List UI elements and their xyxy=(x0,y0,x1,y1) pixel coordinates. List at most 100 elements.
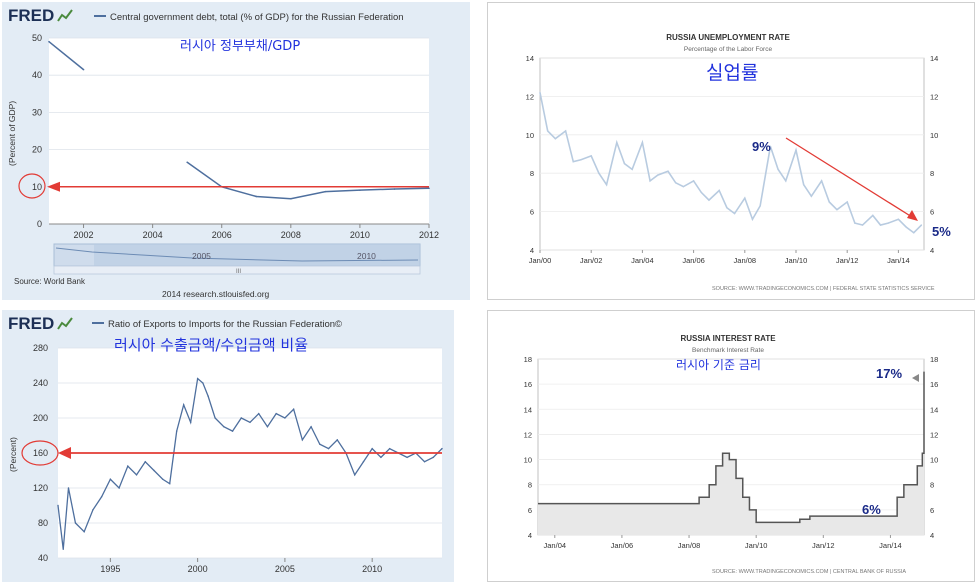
data-point xyxy=(913,232,915,234)
x-tick-label: 2004 xyxy=(143,230,163,240)
x-tick-label: 2005 xyxy=(275,564,295,574)
x-tick-label: 2010 xyxy=(350,230,370,240)
y-tick-label-right: 6 xyxy=(930,506,934,515)
data-point xyxy=(846,201,848,203)
y-tick-label-left: 4 xyxy=(528,531,532,540)
x-tick-label: Jan/12 xyxy=(836,256,859,265)
debt-series xyxy=(48,40,430,200)
interest-chart: RUSSIA INTEREST RATE Benchmark Interest … xyxy=(524,334,939,575)
fred-logo-icon xyxy=(57,9,73,22)
y-tick-label-right: 14 xyxy=(930,405,938,414)
data-point xyxy=(423,461,426,463)
data-point xyxy=(67,487,70,489)
x-tick-label: 2000 xyxy=(188,564,208,574)
y-tick-label: 80 xyxy=(38,518,48,528)
unemployment-series xyxy=(539,91,923,234)
data-point xyxy=(605,184,608,186)
data-point xyxy=(266,426,269,428)
navigator-tick-2005: 2005 xyxy=(192,251,211,261)
data-point xyxy=(674,182,677,184)
fred-logo[interactable]: FRED xyxy=(8,6,54,25)
debt-panel: FRED Central government debt, total (% o… xyxy=(2,2,470,300)
data-point xyxy=(48,40,50,43)
data-point xyxy=(828,201,830,203)
data-point xyxy=(83,531,85,533)
data-point xyxy=(336,439,338,441)
data-point xyxy=(186,161,188,164)
data-point xyxy=(290,197,292,200)
data-point xyxy=(554,137,557,140)
data-point xyxy=(616,141,618,144)
plot-area xyxy=(539,57,925,251)
data-point xyxy=(175,430,178,432)
arrow-head xyxy=(58,447,71,459)
navigator-scrollbar[interactable] xyxy=(53,265,421,275)
data-point xyxy=(57,504,59,507)
y-tick-label-left: 4 xyxy=(530,246,534,255)
fred-logo[interactable]: FRED xyxy=(8,314,54,333)
source-label: SOURCE: WWW.TRADINGECONOMICS.COM | CENTR… xyxy=(712,569,906,575)
exports-series xyxy=(57,377,443,550)
x-tick-label: Jan/00 xyxy=(529,256,552,265)
x-tick-label: 1995 xyxy=(100,564,120,574)
y-tick-label-left: 12 xyxy=(524,430,532,439)
x-tick-label: 2002 xyxy=(74,230,94,240)
y-axis-ticks: 14 14 12 12 10 10 8 8 6 6 4 4 xyxy=(526,54,939,255)
data-point xyxy=(207,395,209,397)
data-point xyxy=(785,180,787,182)
trend-arrow-head xyxy=(907,210,918,221)
data-point xyxy=(196,377,199,380)
y-tick-label-left: 18 xyxy=(524,355,532,364)
data-point xyxy=(879,224,882,226)
y-tick-label-left: 10 xyxy=(524,456,532,465)
data-point xyxy=(109,478,112,480)
data-point xyxy=(726,207,728,209)
y-tick-label: 40 xyxy=(32,70,42,80)
data-point xyxy=(380,456,382,459)
y-tick-label-right: 12 xyxy=(930,92,938,101)
x-tick-label: Jan/04 xyxy=(544,541,567,550)
series-line xyxy=(186,161,430,200)
y-tick-label-left: 16 xyxy=(524,380,532,389)
data-point xyxy=(100,496,103,498)
data-point xyxy=(631,168,633,171)
data-point xyxy=(692,180,695,182)
y-tick-label: 20 xyxy=(32,145,42,155)
y-axis-ticks: 50 40 30 20 10 0 xyxy=(32,33,42,229)
x-axis-ticks: 1995 2000 2005 2010 xyxy=(100,558,382,574)
source-label: Source: World Bank xyxy=(14,277,86,286)
chart-title: RUSSIA UNEMPLOYMENT RATE xyxy=(666,33,790,42)
data-point xyxy=(897,218,900,220)
x-tick-label: Jan/04 xyxy=(631,256,654,265)
data-point xyxy=(301,439,304,441)
navigator-line xyxy=(55,247,419,262)
fred-logo-icon xyxy=(57,317,73,330)
series-line xyxy=(57,377,443,550)
data-point xyxy=(546,130,549,132)
y-tick-label-right: 8 xyxy=(930,169,934,178)
data-point xyxy=(202,382,204,384)
x-tick-label: 2006 xyxy=(212,230,232,240)
footer-link[interactable]: 2014 research.stlouisfed.org xyxy=(162,289,270,299)
data-point xyxy=(539,91,541,94)
data-point xyxy=(777,168,779,171)
y-tick-label: 50 xyxy=(32,33,42,43)
y-tick-label-right: 4 xyxy=(930,246,934,255)
x-tick-label: Jan/14 xyxy=(879,541,902,550)
data-point xyxy=(854,222,856,224)
series-line xyxy=(48,41,85,71)
data-point xyxy=(275,412,277,415)
x-tick-label: Jan/02 xyxy=(580,256,603,265)
data-point xyxy=(872,214,874,217)
y-axis-ticks: 18 18 16 16 14 14 12 12 10 10 8 8 6 6 4 4 xyxy=(524,355,939,540)
data-point xyxy=(292,408,295,410)
navigator-scroll-handle[interactable]: III xyxy=(236,269,241,275)
y-tick-label: 160 xyxy=(33,448,48,458)
data-point xyxy=(641,141,644,144)
data-point xyxy=(393,188,396,190)
y-tick-label-right: 6 xyxy=(930,208,934,217)
data-point xyxy=(428,187,430,190)
data-point xyxy=(744,197,746,199)
series-line xyxy=(538,371,925,524)
data-point xyxy=(708,199,710,201)
